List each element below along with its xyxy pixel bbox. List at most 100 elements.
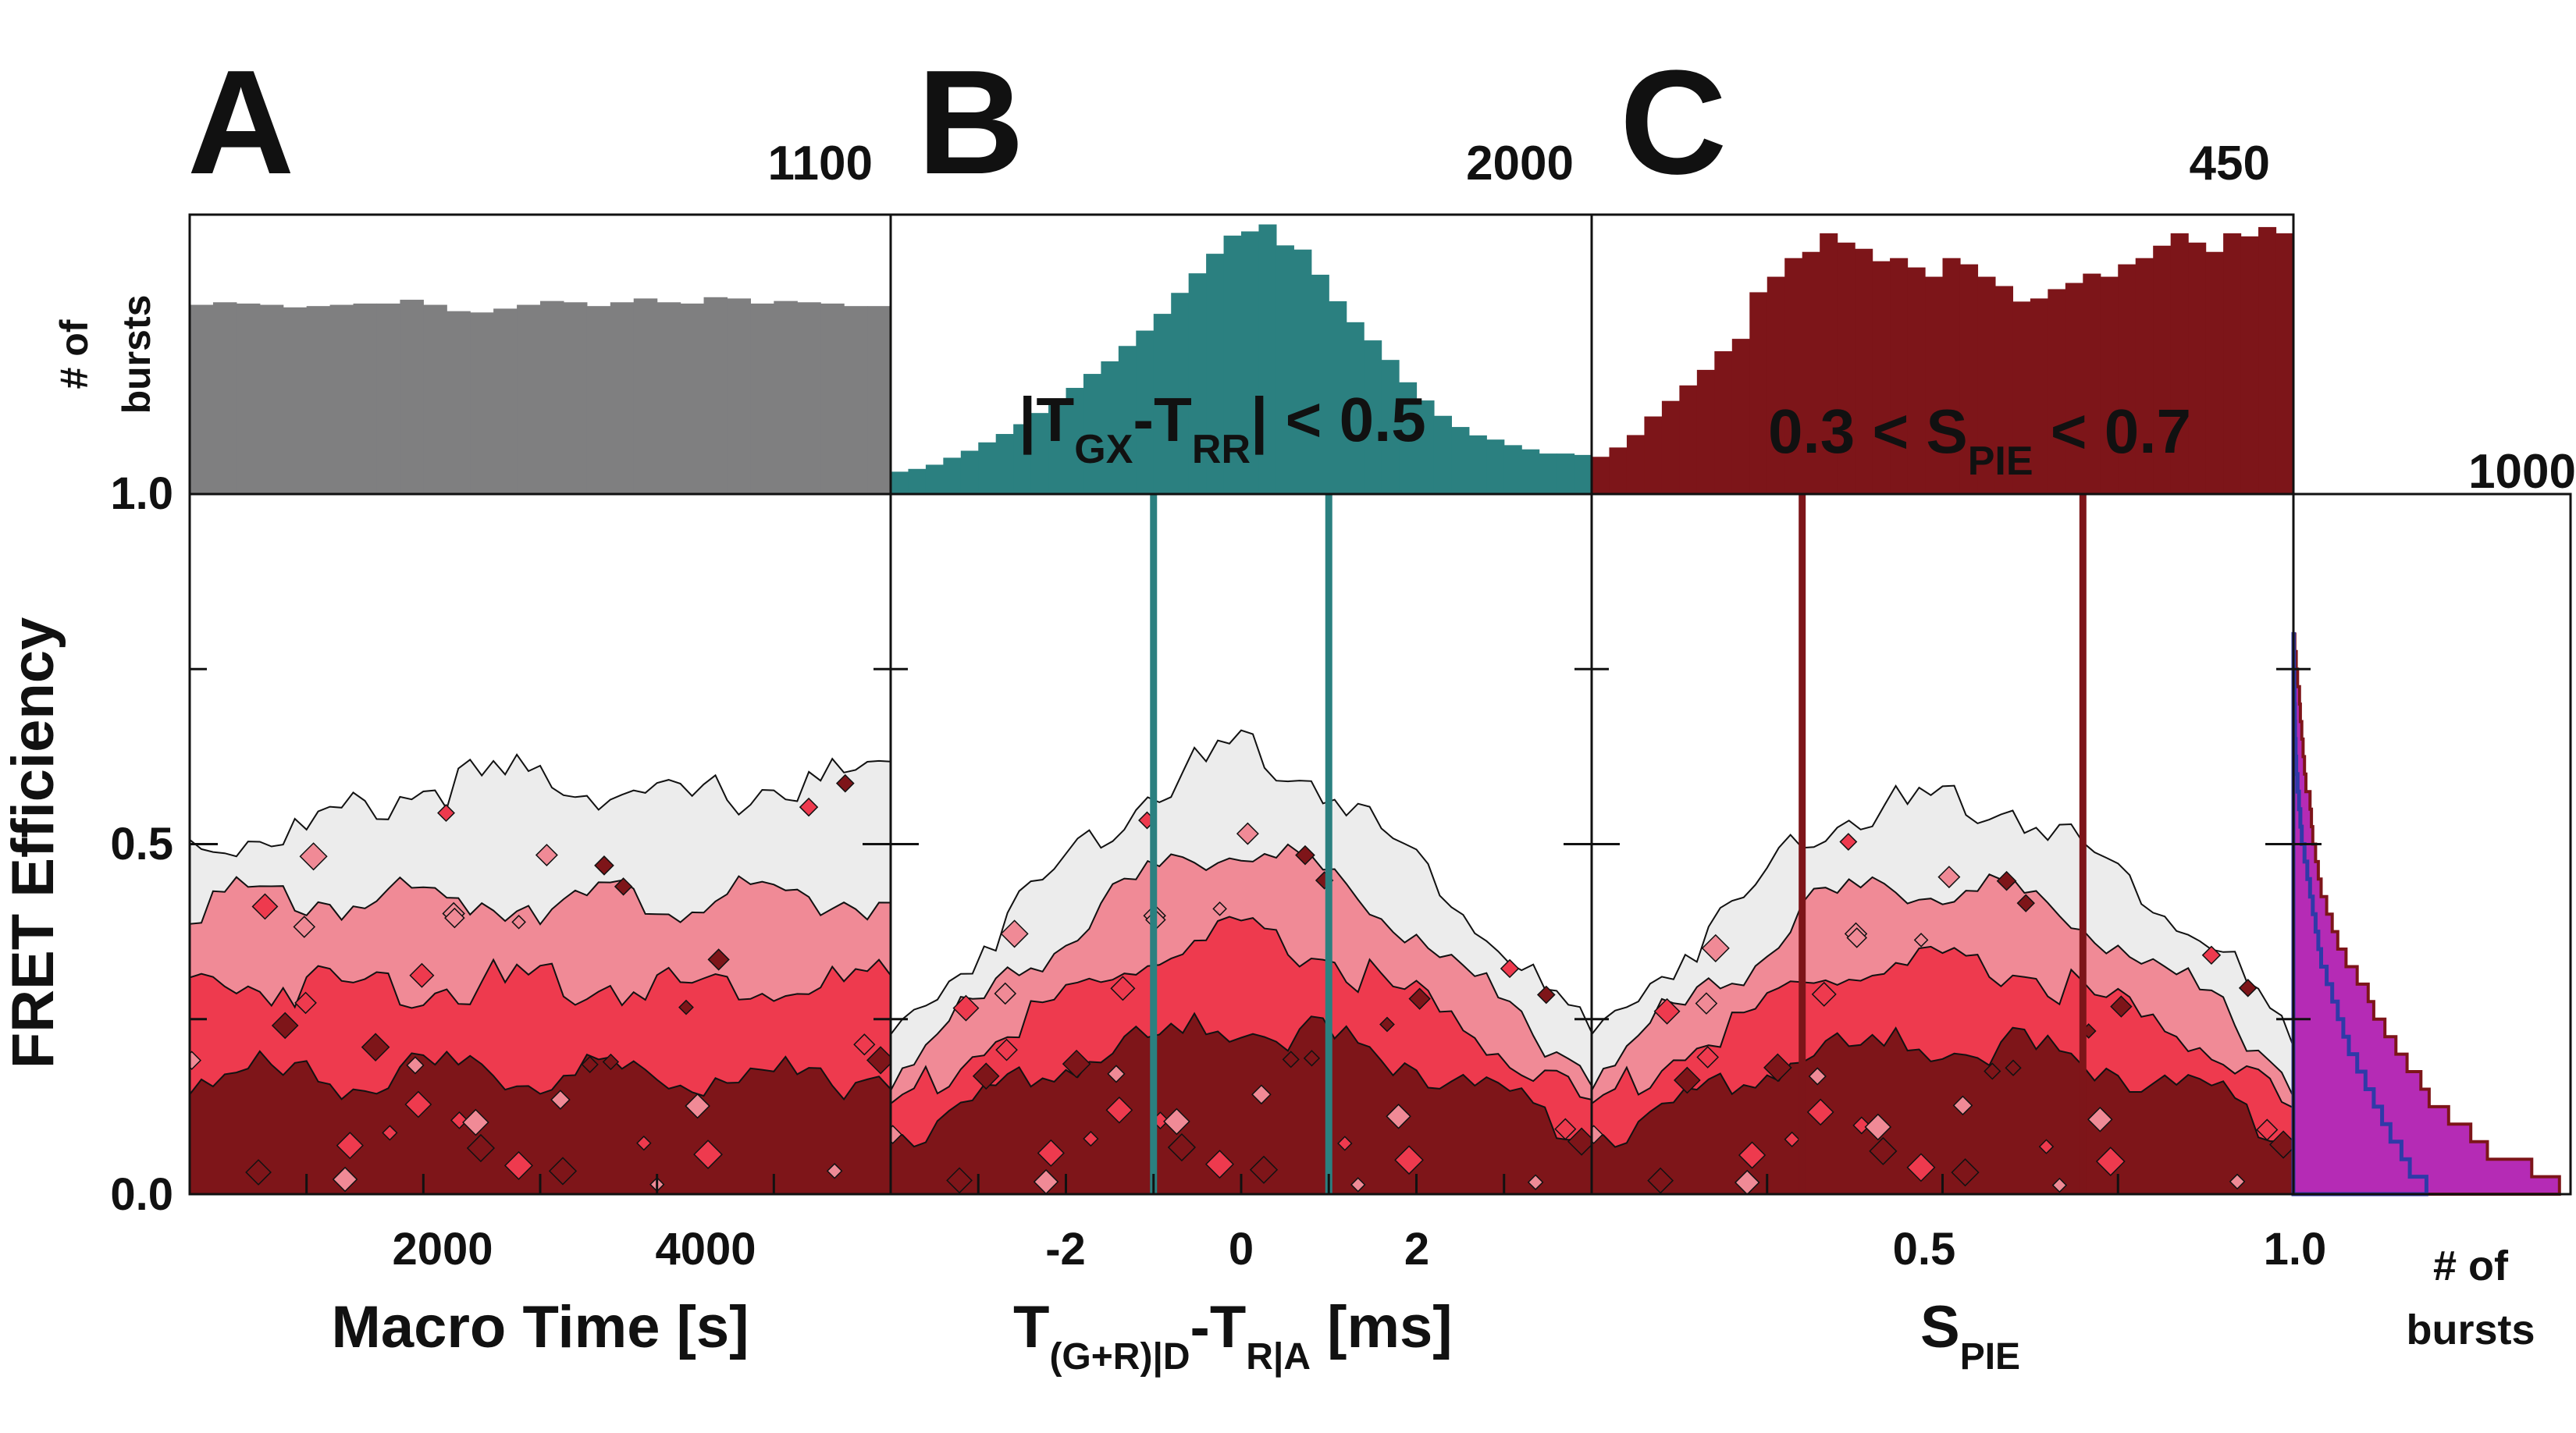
- hist-bar: [2258, 226, 2277, 494]
- contour-island: [2087, 1107, 2113, 1133]
- hist-bar: [1925, 276, 1944, 494]
- contour-island: [251, 893, 279, 920]
- hist-bar: [517, 304, 541, 494]
- hist-bar: [867, 306, 891, 494]
- hist-bar: [1714, 351, 1733, 494]
- contour-island: [1282, 1051, 1300, 1069]
- contour-island: [1037, 1139, 1065, 1167]
- x-axis-title-b-tail: [ms]: [1311, 1294, 1453, 1360]
- contour-island: [511, 915, 526, 930]
- hist-bar: [891, 471, 909, 494]
- contour-island: [2016, 894, 2035, 912]
- hist-bar: [2065, 283, 2083, 494]
- hist-bar: [1030, 413, 1049, 494]
- hist-max-a: 1100: [767, 137, 873, 190]
- contour-plot-a: [190, 752, 891, 1194]
- contour-island: [190, 1051, 201, 1070]
- hist-bar: [540, 300, 564, 494]
- hist-bar: [1258, 224, 1277, 494]
- hist-bar: [1364, 340, 1382, 494]
- contour-island: [450, 1111, 468, 1129]
- contour-island: [550, 1090, 571, 1110]
- contour-island: [336, 1132, 364, 1160]
- hist-bar: [995, 434, 1014, 494]
- contour-island: [1984, 1062, 2001, 1080]
- contour-island: [294, 991, 317, 1015]
- hist-bar: [1486, 439, 1505, 494]
- panel-letter-a: A: [187, 40, 294, 205]
- x-axis-title-b-sub2: R|A: [1246, 1336, 1311, 1378]
- contour-island: [2201, 945, 2222, 965]
- x-axis-title-c-sub: PIE: [1960, 1336, 2020, 1378]
- cut-label-b-main2: -T: [1133, 385, 1192, 454]
- hist-bar: [563, 302, 588, 494]
- contour-island: [1163, 1108, 1190, 1136]
- contour-island: [2095, 1147, 2126, 1176]
- hist-bar: [2188, 242, 2207, 494]
- contour-island: [826, 1162, 843, 1179]
- selection-cut-lines: [1150, 494, 2087, 1194]
- contour-island: [548, 1157, 578, 1186]
- contour-island: [1846, 927, 1868, 948]
- hist-bar: [1311, 274, 1329, 494]
- contour-island: [535, 844, 558, 867]
- xtick-label-b-0: 0: [1229, 1224, 1254, 1275]
- contour-island: [891, 1125, 902, 1144]
- hist-bar: [1399, 382, 1418, 494]
- contour-island: [693, 1140, 723, 1169]
- contour-island: [1738, 1141, 1767, 1169]
- hist-bar: [1346, 322, 1364, 494]
- hist-bar: [844, 306, 868, 494]
- contour-island: [1913, 933, 1929, 948]
- y-axis-title: FRET Efficiency: [0, 617, 66, 1069]
- hist-bar: [1994, 286, 2014, 494]
- hist-bar: [236, 303, 261, 494]
- x-axis-title-b: T(G+R)|D-TR|A [ms]: [1013, 1294, 1453, 1378]
- contour-island: [293, 916, 316, 938]
- hist-bar: [1977, 276, 1996, 494]
- contour-island: [1249, 1155, 1279, 1184]
- hist-bar: [2170, 233, 2189, 494]
- contour-island: [1500, 958, 1520, 979]
- contour-island: [1808, 1067, 1827, 1086]
- hist-bar: [1101, 361, 1119, 494]
- contour-island: [1394, 1145, 1424, 1175]
- hist-bar: [2118, 264, 2137, 494]
- hist-bar: [943, 457, 962, 494]
- hist-bar: [1083, 374, 1101, 494]
- hist-bar: [633, 298, 658, 494]
- contour-island: [1784, 1131, 1800, 1147]
- hist-bar: [2275, 233, 2294, 494]
- contour-island: [1386, 1104, 1411, 1129]
- xtick-label-a-2000: 2000: [392, 1224, 493, 1275]
- x-axis-title-b-main: T: [1013, 1294, 1049, 1360]
- hist-bar: [376, 303, 400, 494]
- hist-bar: [1557, 453, 1575, 494]
- contour-island: [994, 982, 1017, 1005]
- hist-bar: [1644, 416, 1663, 494]
- contour-island: [636, 1135, 652, 1151]
- contour-island: [1852, 1116, 1871, 1135]
- contour-island: [406, 1056, 425, 1075]
- hist-bar: [610, 302, 635, 494]
- hist-bar: [774, 300, 798, 494]
- hist-bar: [1381, 360, 1400, 494]
- hist-bar: [2083, 273, 2101, 494]
- contour-island: [1952, 1095, 1973, 1116]
- contour-island: [1701, 933, 1730, 962]
- contour-island: [1839, 833, 1858, 851]
- hist-bar: [1626, 435, 1646, 494]
- hist-bar: [1241, 231, 1260, 494]
- hist-bar: [1013, 424, 1032, 494]
- contour-island: [2110, 995, 2133, 1018]
- axis-ticks: [190, 492, 2322, 1196]
- cut-label-b: |TGX-TRR| < 0.5: [1019, 385, 1426, 472]
- hist-bar: [353, 303, 378, 494]
- ytick-label-1-0: 1.0: [110, 468, 173, 519]
- cut-label-b-main1: |T: [1019, 385, 1074, 455]
- contour-island: [1869, 1136, 1898, 1165]
- contour-island: [245, 1159, 272, 1186]
- hist-bar: [1872, 261, 1891, 494]
- contour-island: [972, 1062, 1000, 1090]
